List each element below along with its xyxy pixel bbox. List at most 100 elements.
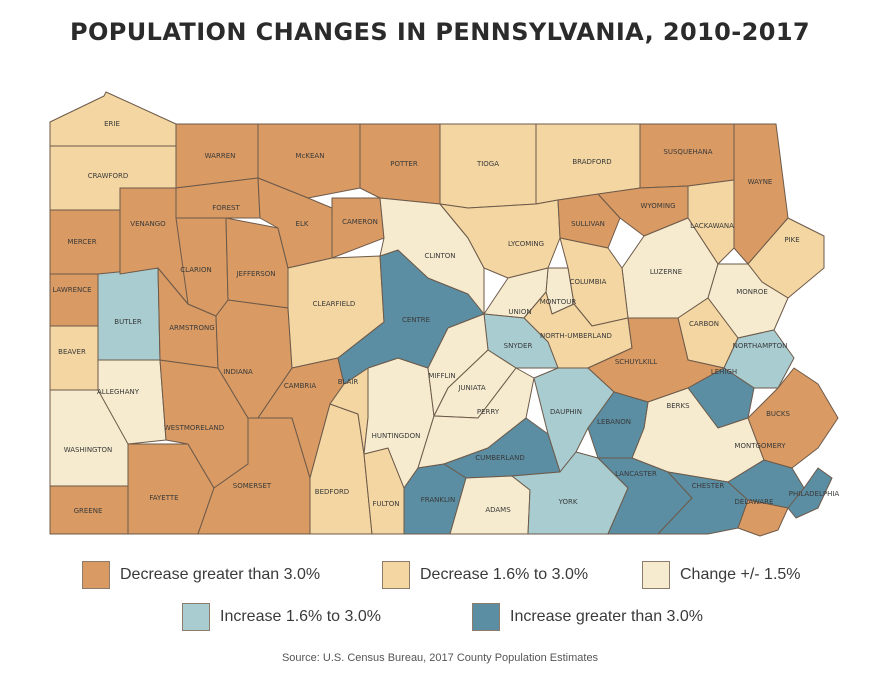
county-label-lehigh: LEHIGH: [711, 368, 737, 376]
county-label-greene: GREENE: [74, 507, 103, 515]
county-label-susquehana: SUSQUEHANA: [663, 148, 712, 156]
county-label-potter: POTTER: [390, 160, 418, 168]
county-label-wayne: WAYNE: [748, 178, 773, 186]
county-label-delaware: DELAWARE: [735, 498, 774, 506]
county-label-washington: WASHINGTON: [64, 446, 113, 454]
county-label-lycoming: LYCOMING: [508, 240, 544, 248]
county-label-philadelphia: PHILADELPHIA: [789, 490, 840, 498]
county-label-huntingdon: HUNTINGDON: [372, 432, 421, 440]
county-label-bedford: BEDFORD: [315, 488, 349, 496]
county-label-clinton: CLINTON: [424, 252, 455, 260]
county-label-mckean: McKEAN: [296, 152, 325, 160]
county-alleghany: [97, 359, 167, 445]
legend-label: Change +/- 1.5%: [680, 566, 801, 583]
county-label-jefferson: JEFFERSON: [235, 270, 275, 278]
county-label-fayette: FAYETTE: [149, 494, 178, 502]
legend-item-increase-1-6-3: Increase 1.6% to 3.0%: [182, 602, 381, 632]
county-label-union: UNION: [508, 308, 531, 316]
county-label-blair: BLAIR: [338, 378, 359, 386]
county-label-somerset: SOMERSET: [233, 482, 272, 490]
county-label-centre: CENTRE: [402, 316, 430, 324]
county-sullivan: [557, 193, 621, 249]
county-butler: [97, 267, 161, 361]
county-label-forest: FOREST: [212, 204, 240, 212]
county-delaware: [737, 499, 789, 537]
county-label-lawrence: LAWRENCE: [52, 286, 91, 294]
county-label-fulton: FULTON: [372, 500, 399, 508]
county-label-indiana: INDIANA: [223, 368, 253, 376]
county-lawrence: [49, 273, 99, 327]
county-label-cumberland: CUMBERLAND: [475, 454, 525, 462]
county-lackawana: [687, 179, 735, 265]
source-note: Source: U.S. Census Bureau, 2017 County …: [281, 652, 599, 664]
legend-label: Decrease 1.6% to 3.0%: [420, 566, 589, 583]
county-label-butler: BUTLER: [114, 318, 142, 326]
county-label-beaver: BEAVER: [58, 348, 86, 356]
county-label-alleghany: ALLEGHANY: [97, 388, 140, 396]
county-label-warren: WARREN: [205, 152, 236, 160]
legend-item-increase-gt3: Increase greater than 3.0%: [472, 602, 703, 632]
county-label-venango: VENANGO: [130, 220, 166, 228]
legend-item-decrease-1-6-3: Decrease 1.6% to 3.0%: [382, 560, 588, 590]
county-erie: [49, 91, 177, 147]
legend-swatch: [472, 603, 500, 631]
county-label-armstrong: ARMSTRONG: [169, 324, 214, 332]
legend-swatch: [82, 561, 110, 589]
county-venango: [119, 187, 189, 305]
county-label-berks: BERKS: [666, 402, 690, 410]
county-label-cambria: CAMBRIA: [284, 382, 316, 390]
county-label-north-umberland: NORTH-UMBERLAND: [540, 332, 612, 340]
county-label-sullivan: SULLIVAN: [571, 220, 605, 228]
county-label-york: YORK: [558, 498, 578, 506]
legend-label: Increase greater than 3.0%: [510, 608, 704, 625]
county-label-westmoreland: WESTMORELAND: [164, 424, 224, 432]
county-label-perry: PERRY: [477, 408, 500, 416]
county-label-schuylkill: SCHUYLKILL: [615, 358, 657, 366]
county-label-lebanon: LEBANON: [597, 418, 631, 426]
county-label-juniata: JUNIATA: [457, 384, 485, 392]
county-label-montgomery: MONTGOMERY: [734, 442, 786, 450]
map-title: POPULATION CHANGES IN PENNSYLVANIA, 2010…: [69, 18, 811, 46]
county-label-adams: ADAMS: [485, 506, 511, 514]
county-label-franklin: FRANKLIN: [421, 496, 455, 504]
county-label-mercer: MERCER: [67, 238, 96, 246]
county-bucks: [747, 367, 839, 469]
county-label-tioga: TIOGA: [476, 160, 499, 168]
county-mckean: [257, 123, 361, 199]
legend-swatch: [182, 603, 210, 631]
county-label-wyoming: WYOMING: [640, 202, 675, 210]
county-label-cameron: CAMERON: [342, 218, 378, 226]
county-label-bucks: BUCKS: [766, 410, 790, 418]
county-label-crawford: CRAWFORD: [88, 172, 129, 180]
legend-label: Increase 1.6% to 3.0%: [220, 608, 381, 625]
county-label-columbia: COLUMBIA: [570, 278, 607, 286]
county-label-clearfield: CLEARFIELD: [313, 300, 356, 308]
county-label-snyder: SNYDER: [504, 342, 533, 350]
county-label-northampton: NORTHAMPTON: [733, 342, 788, 350]
pennsylvania-county-map: ERIE CRAWFORD MERCER LAWRENCE BEAVER WASHINGT…: [49, 91, 840, 537]
county-label-lackawana: LACKAWANA: [690, 222, 734, 230]
county-label-chester: CHESTER: [692, 482, 725, 490]
county-label-monroe: MONROE: [736, 288, 768, 296]
county-label-clarion: CLARION: [180, 266, 211, 274]
county-label-luzerne: LUZERNE: [650, 268, 682, 276]
county-label-mifflin: MIFFLIN: [428, 372, 455, 380]
county-lycoming: [439, 199, 561, 279]
legend-item-decrease-gt3: Decrease greater than 3.0%: [82, 560, 320, 590]
county-label-bradford: BRADFORD: [572, 158, 611, 166]
county-label-elk: ELK: [296, 220, 309, 228]
legend-label: Decrease greater than 3.0%: [120, 566, 321, 583]
county-label-dauphin: DAUPHIN: [550, 408, 582, 416]
county-cameron: [331, 197, 385, 259]
county-beaver: [49, 325, 99, 391]
county-label-carbon: CARBON: [689, 320, 719, 328]
county-philadelphia: [787, 467, 833, 519]
county-label-erie: ERIE: [104, 120, 120, 128]
county-label-lancaster: LANCASTER: [615, 470, 657, 478]
county-susquehana: [639, 123, 735, 189]
legend-swatch: [382, 561, 410, 589]
county-label-pike: PIKE: [784, 236, 799, 244]
legend-swatch: [642, 561, 670, 589]
county-label-montour: MONTOUR: [540, 298, 577, 306]
legend-item-change-1-5: Change +/- 1.5%: [642, 560, 801, 590]
